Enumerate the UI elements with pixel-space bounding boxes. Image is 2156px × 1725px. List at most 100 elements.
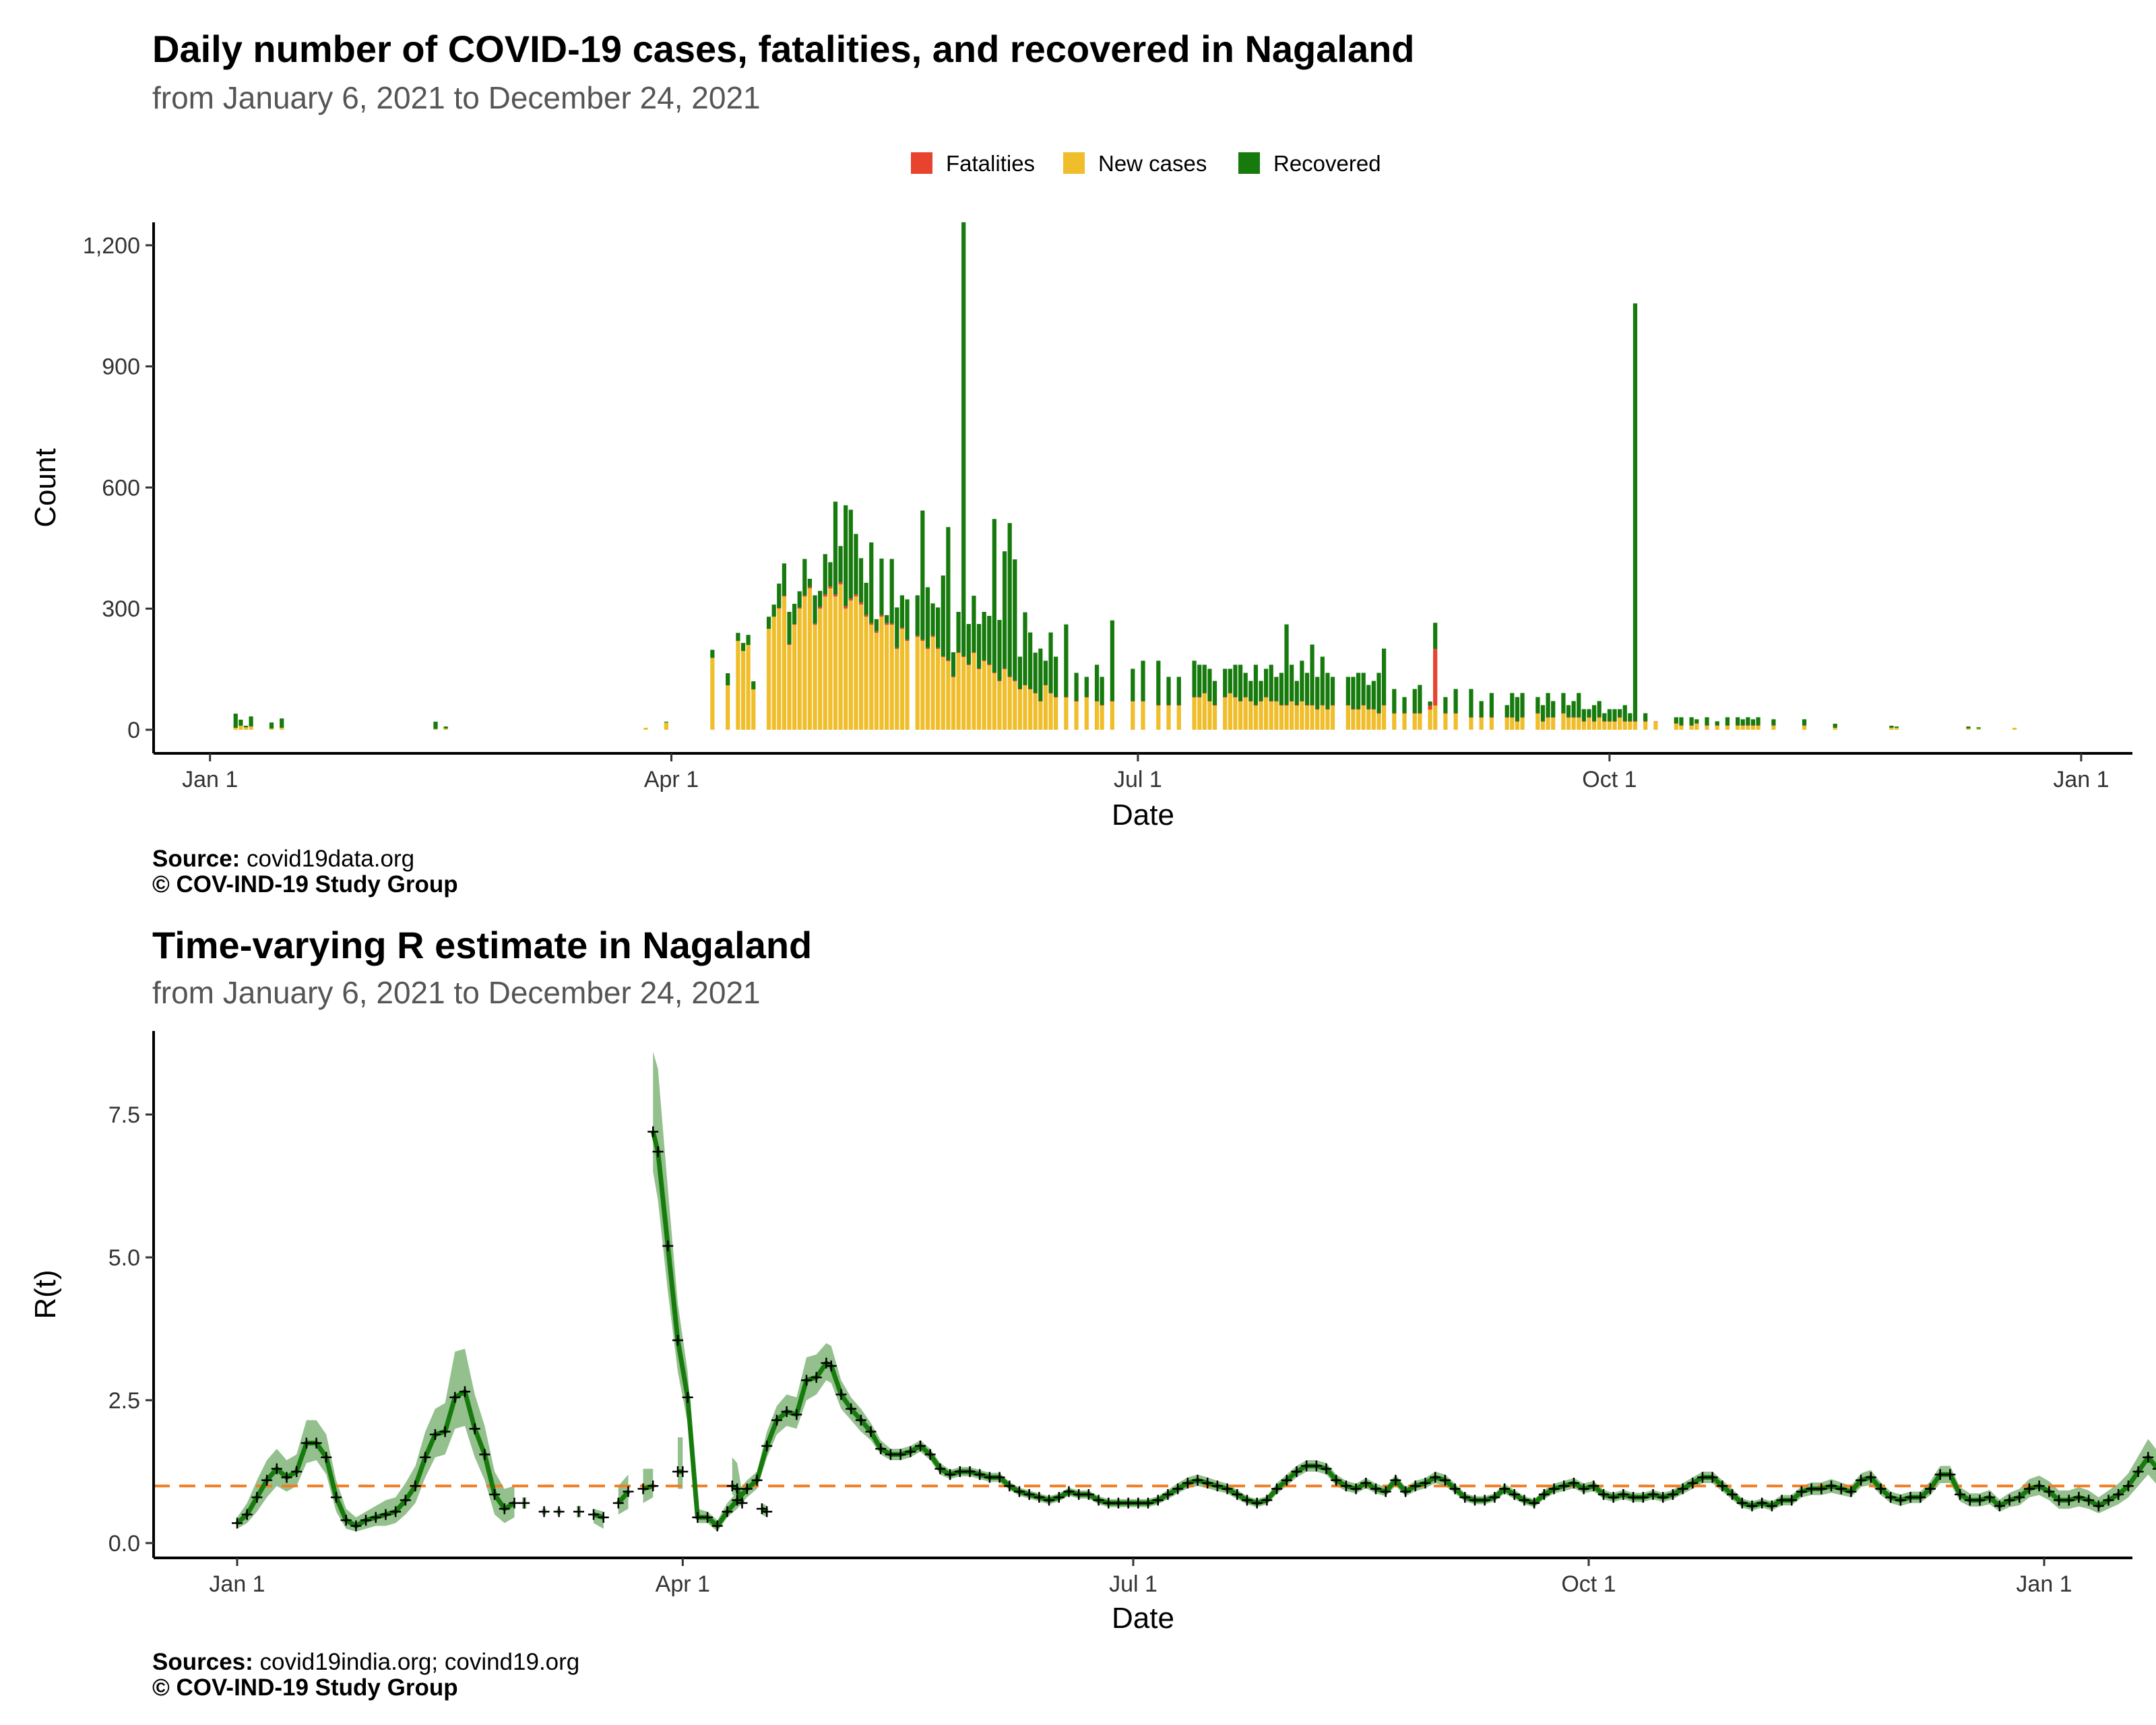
bar-recovered — [833, 501, 838, 595]
bar-new-cases — [243, 727, 249, 730]
bar-recovered — [920, 510, 925, 640]
bar-new-cases — [828, 588, 833, 730]
rt-point — [1548, 1483, 1560, 1495]
rt-point — [2083, 1495, 2095, 1506]
legend-swatch — [1063, 152, 1085, 174]
bar-new-cases — [1746, 726, 1750, 730]
bar-fatalities — [1469, 717, 1473, 718]
bar-recovered — [1591, 705, 1597, 722]
bar-new-cases — [1259, 701, 1263, 730]
bar-recovered — [915, 595, 920, 636]
bar-new-cases — [807, 588, 813, 730]
rt-point — [791, 1409, 802, 1420]
bar-recovered — [1756, 717, 1761, 726]
bar-new-cases — [740, 651, 746, 730]
rt-point — [340, 1515, 352, 1526]
bar-recovered — [1617, 709, 1622, 718]
rt-point — [1143, 1497, 1154, 1509]
rt-point — [647, 1480, 659, 1492]
bar-recovered — [1597, 701, 1602, 718]
rt-point — [2073, 1492, 2085, 1503]
bar-recovered — [249, 716, 253, 727]
bar-new-cases — [1284, 705, 1289, 730]
bar-recovered — [1054, 656, 1058, 697]
rt-point — [300, 1437, 312, 1449]
rt-point — [1350, 1483, 1362, 1495]
bar-fatalities — [1515, 721, 1520, 722]
bar-fatalities — [915, 635, 920, 637]
rt-point — [1677, 1483, 1688, 1495]
rt-point — [1400, 1486, 1412, 1497]
rt-point — [974, 1469, 986, 1480]
bar-recovered — [1802, 719, 1807, 726]
bar-recovered — [976, 624, 982, 668]
rt-point — [682, 1391, 693, 1403]
bar-fatalities — [797, 607, 802, 609]
bar-new-cases — [1223, 697, 1228, 730]
chart2-x-tick-label: Jul 1 — [1109, 1571, 1158, 1597]
bar-new-cases — [726, 685, 730, 730]
bar-new-cases — [1330, 705, 1335, 730]
rt-point — [1816, 1483, 1827, 1495]
bar-new-cases — [1315, 710, 1320, 730]
bar-new-cases — [1889, 728, 1894, 730]
bar-new-cases — [1736, 726, 1740, 730]
bar-recovered — [1750, 719, 1756, 726]
bar-new-cases — [1602, 722, 1607, 730]
bar-fatalities — [1504, 717, 1509, 718]
chart1-source-text: covid19data.org — [240, 846, 415, 872]
rt-point — [2143, 1451, 2154, 1463]
bar-new-cases — [239, 726, 243, 730]
bar-fatalities — [828, 586, 833, 589]
bar-new-cases — [1802, 726, 1807, 730]
bar-recovered — [1017, 656, 1023, 689]
bar-new-cases — [1366, 710, 1371, 730]
bar-recovered — [987, 616, 992, 664]
chart2-confidence-bands — [237, 1051, 2156, 1532]
bar-recovered — [1966, 726, 1971, 729]
bar-recovered — [1833, 724, 1837, 728]
bar-new-cases — [736, 641, 740, 730]
bar-new-cases — [1228, 693, 1232, 730]
rt-point — [370, 1511, 381, 1523]
bar-recovered — [1290, 664, 1294, 701]
bar-new-cases — [1131, 701, 1135, 730]
rt-point — [1133, 1497, 1144, 1509]
bar-fatalities — [1750, 725, 1756, 726]
rt-point — [1430, 1472, 1441, 1483]
chart1-source-line: Source: covid19data.org — [152, 846, 458, 872]
bar-new-cases — [1756, 726, 1761, 730]
bar-recovered — [1689, 717, 1694, 726]
bar-recovered — [1535, 697, 1540, 714]
bar-new-cases — [961, 657, 966, 730]
rt-point — [1568, 1477, 1579, 1488]
bar-new-cases — [920, 641, 925, 730]
bar-new-cases — [1100, 705, 1104, 730]
rt-point — [1588, 1480, 1599, 1492]
bar-new-cases — [1551, 718, 1556, 730]
rt-point — [321, 1451, 332, 1463]
bar-new-cases — [864, 617, 868, 730]
rt-point — [1727, 1488, 1738, 1500]
bar-new-cases — [1017, 689, 1023, 730]
bar-new-cases — [1351, 710, 1356, 730]
rt-point — [1023, 1488, 1035, 1500]
rt-confidence-band — [653, 1051, 2156, 1532]
bar-new-cases — [884, 625, 889, 730]
rt-point — [1093, 1495, 1104, 1506]
bar-fatalities — [833, 594, 838, 597]
chart2-subtitle: from January 6, 2021 to December 24, 202… — [152, 975, 761, 1010]
bar-recovered — [1725, 717, 1730, 726]
bar-recovered — [879, 558, 884, 615]
bar-fatalities — [818, 606, 823, 609]
bar-fatalities — [966, 664, 971, 666]
bar-recovered — [736, 633, 740, 641]
bar-fatalities — [1371, 709, 1376, 710]
bar-recovered — [1228, 668, 1232, 693]
bar-recovered — [818, 590, 823, 607]
rt-point — [2033, 1480, 2045, 1492]
rt-point — [281, 1472, 292, 1483]
rt-point — [1241, 1495, 1253, 1506]
rt-point — [1509, 1488, 1520, 1500]
bar-fatalities — [1740, 725, 1745, 726]
